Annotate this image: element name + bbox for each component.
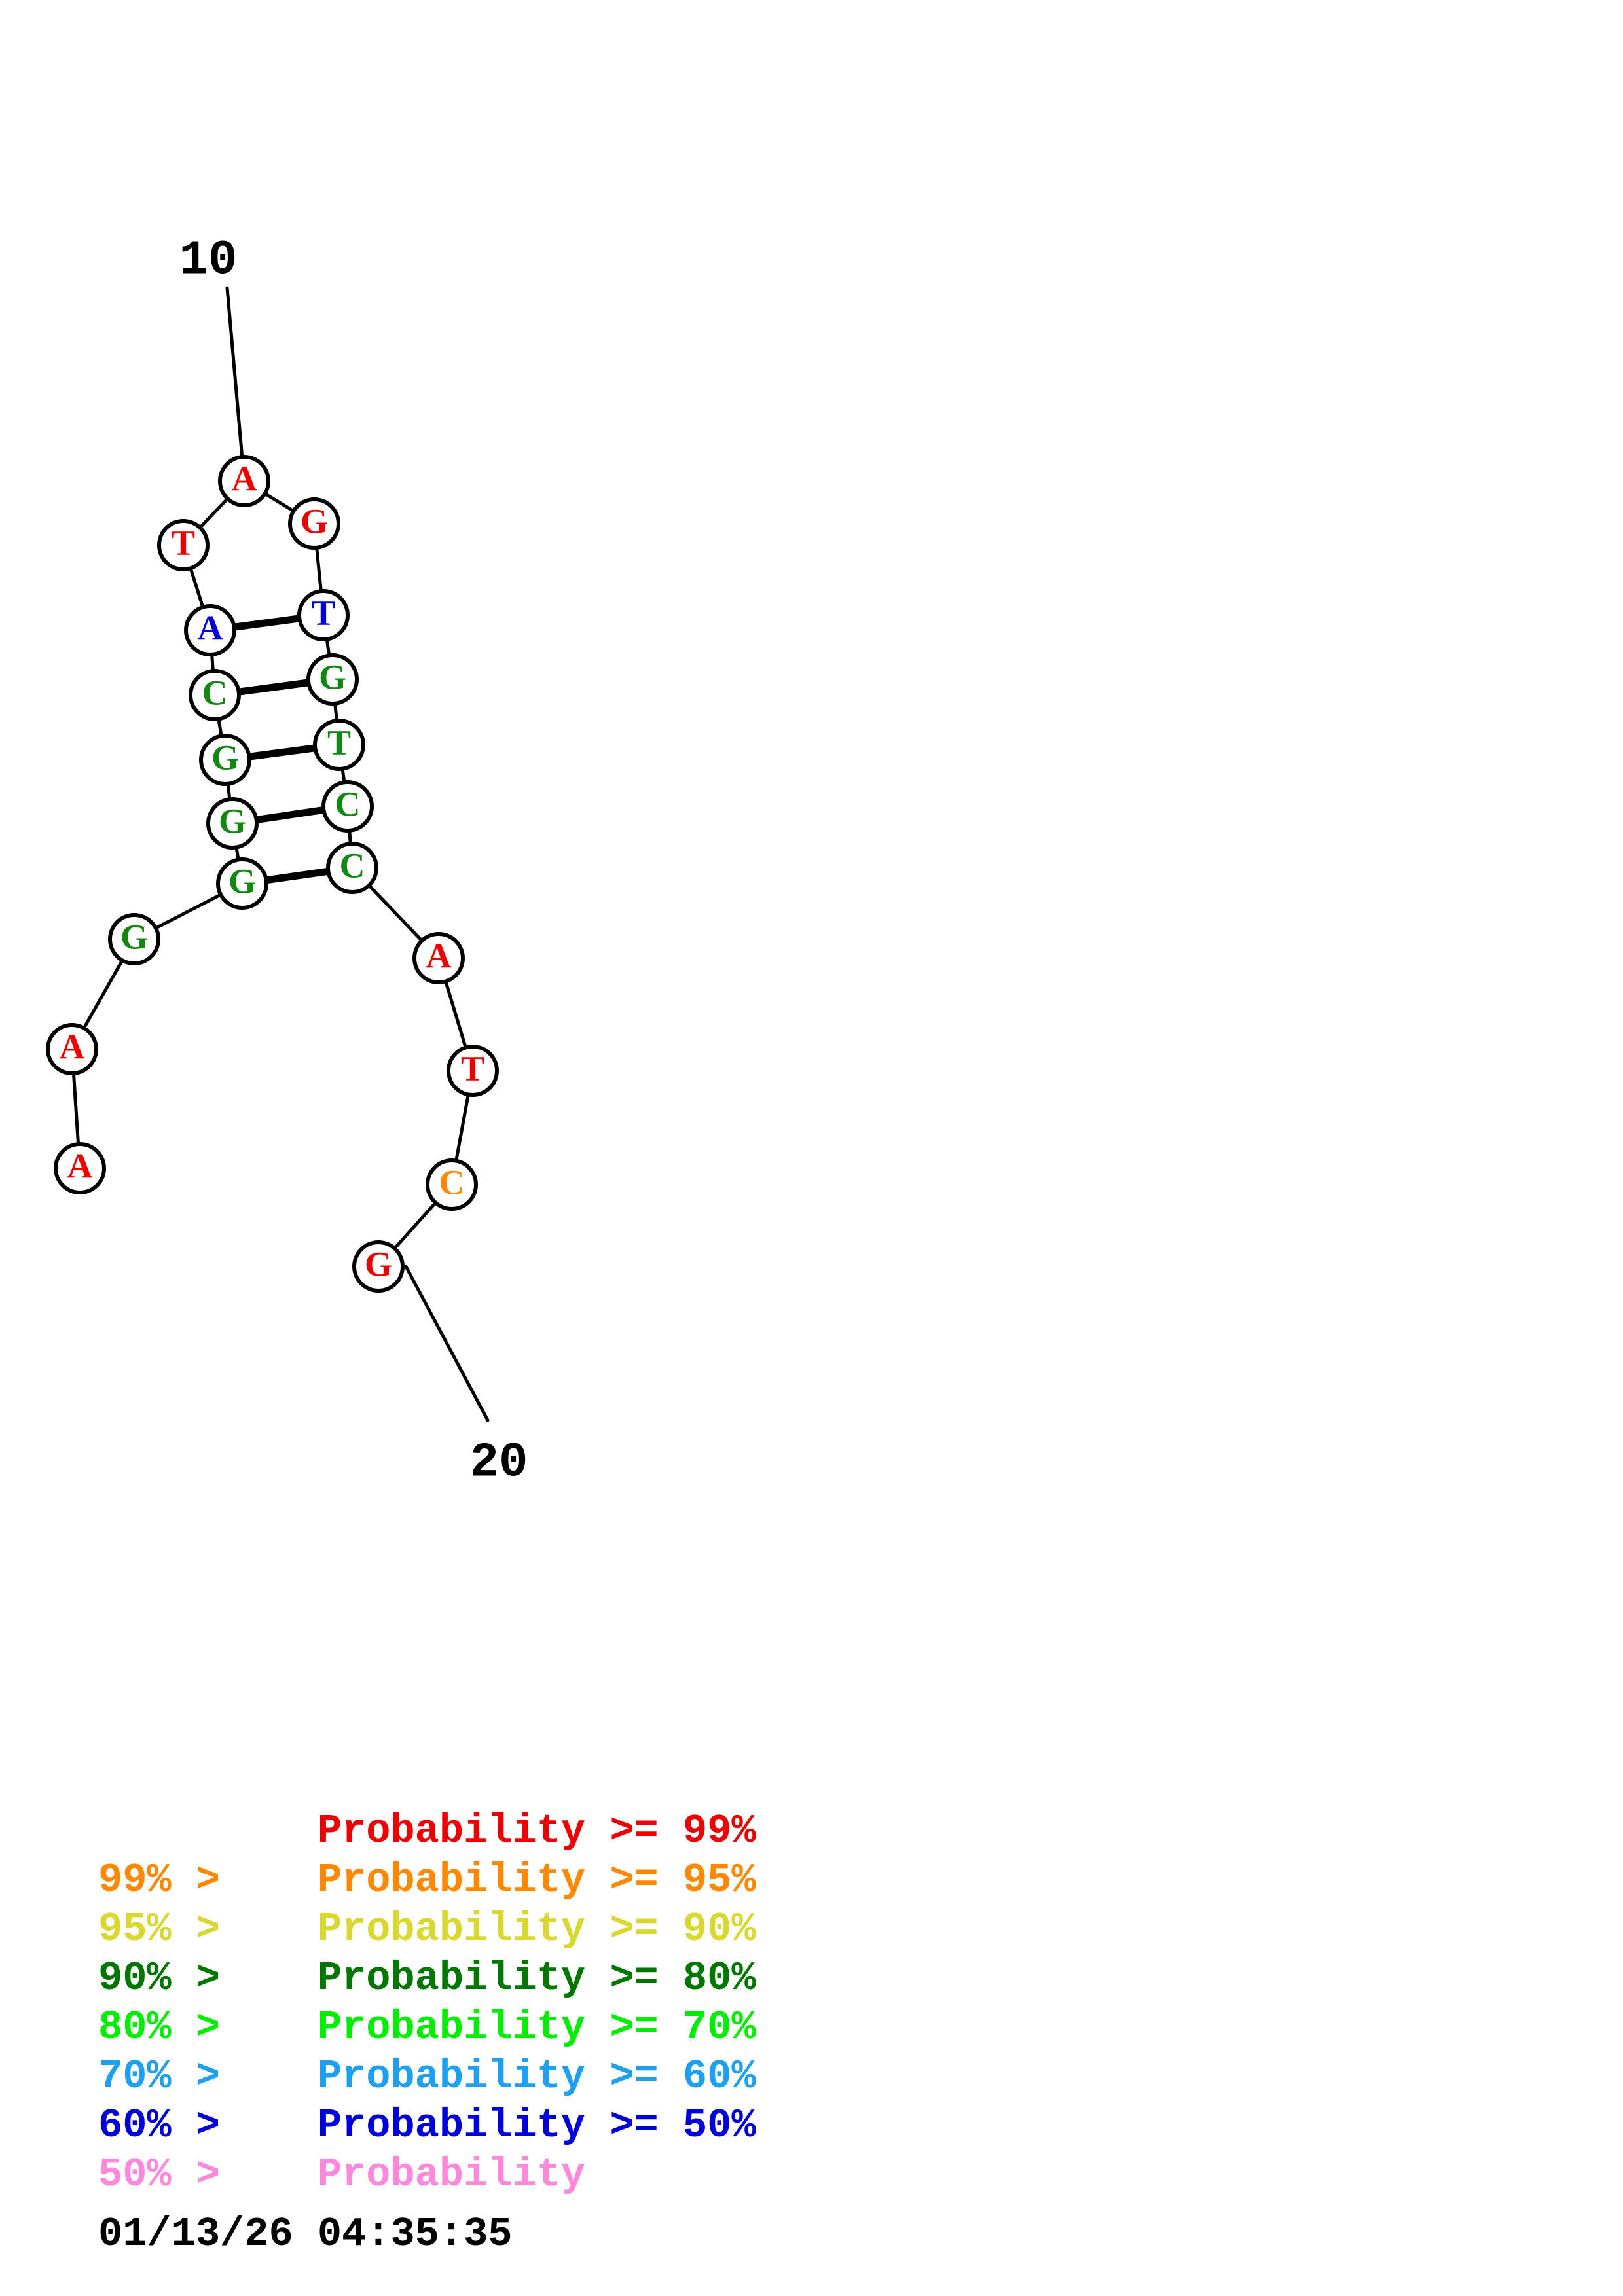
- base-circle: [426, 1158, 478, 1211]
- base-node-c[interactable]: C: [321, 780, 374, 833]
- base-letter: T: [172, 523, 195, 562]
- legend-range-text: Probability >= 50%: [317, 2102, 756, 2149]
- base-node-g[interactable]: G: [306, 653, 359, 706]
- base-circle: [412, 932, 465, 984]
- base-letter: A: [426, 936, 452, 975]
- base-node-t[interactable]: T: [297, 589, 350, 641]
- base-node-a[interactable]: A: [218, 455, 270, 507]
- base-letter: T: [461, 1049, 484, 1088]
- base-letter: T: [312, 593, 335, 632]
- legend-upper-bound: 80% >: [98, 2004, 245, 2051]
- base-letter: G: [219, 801, 246, 840]
- base-letter: C: [340, 846, 365, 885]
- base-node-c[interactable]: C: [189, 669, 241, 721]
- backbone-lines: [70, 479, 475, 1268]
- base-letter: A: [67, 1146, 93, 1185]
- base-circle: [352, 1240, 405, 1293]
- base-circle: [218, 455, 270, 507]
- base-circle: [54, 1142, 106, 1194]
- base-circle: [108, 913, 160, 965]
- legend-80-90: 90% > Probability >= 80%: [98, 1954, 884, 2003]
- base-letter: C: [202, 673, 228, 712]
- terminal-leader-lines: [225, 286, 490, 1422]
- base-circle: [206, 797, 259, 850]
- base-circle: [189, 669, 241, 721]
- legend-upper-bound: 70% >: [98, 2053, 245, 2100]
- base-node-c[interactable]: C: [326, 842, 378, 894]
- legend-upper-bound: 50% >: [98, 2151, 245, 2198]
- base-circle: [447, 1045, 499, 1097]
- base-node-g[interactable]: G: [206, 797, 259, 850]
- base-letter: G: [120, 917, 148, 956]
- base-node-g[interactable]: G: [352, 1240, 405, 1293]
- legend-70-80: 80% > Probability >= 70%: [98, 2003, 884, 2052]
- legend-upper-bound: 95% >: [98, 1906, 245, 1952]
- base-circle: [326, 842, 378, 894]
- base-node-t[interactable]: T: [447, 1045, 499, 1097]
- base-node-t[interactable]: T: [313, 719, 365, 771]
- base-letter: C: [335, 784, 361, 823]
- legend-95-99: 99% > Probability >= 95%: [98, 1856, 884, 1905]
- legend-50-60: 60% > Probability >= 50%: [98, 2101, 884, 2150]
- base-letter: C: [439, 1162, 465, 1202]
- base-circle: [313, 719, 365, 771]
- base-circle: [306, 653, 359, 706]
- base-circle: [321, 780, 374, 833]
- base-node-t[interactable]: T: [157, 519, 210, 571]
- timestamp-label: 01/13/26 04:35:35: [98, 2211, 513, 2257]
- legend-range-text: Probability >= 60%: [317, 2053, 756, 2100]
- legend-upper-bound: 60% >: [98, 2102, 245, 2149]
- base-node-g[interactable]: G: [199, 734, 251, 786]
- legend-upper-bound: 90% >: [98, 1955, 245, 2001]
- base-circle: [46, 1023, 98, 1075]
- legend-lt-50: 50% > Probability: [98, 2150, 884, 2199]
- legend-ge-99: Probability >= 99%: [98, 1806, 884, 1856]
- legend-range-text: Probability >= 95%: [317, 1857, 756, 1903]
- leader-3prime: [404, 1265, 490, 1422]
- base-circle: [297, 589, 350, 641]
- position-labels: 10 20: [179, 234, 528, 1491]
- base-circle: [216, 857, 268, 910]
- base-node-g[interactable]: G: [108, 913, 160, 965]
- legend-upper-bound: 99% >: [98, 1857, 245, 1903]
- legend-range-text: Probability: [317, 2151, 586, 2198]
- base-node-a[interactable]: A: [54, 1142, 106, 1194]
- base-letter: A: [232, 459, 257, 498]
- base-circle: [157, 519, 210, 571]
- base-circle: [199, 734, 251, 786]
- legend-range-text: Probability >= 80%: [317, 1955, 756, 2001]
- legend-range-text: Probability >= 90%: [317, 1906, 756, 1952]
- base-letter: G: [301, 501, 328, 541]
- base-circle: [288, 497, 340, 550]
- base-node-g[interactable]: G: [288, 497, 340, 550]
- base-letter: T: [327, 723, 351, 762]
- base-letter: A: [198, 608, 223, 647]
- position-label-10: 10: [179, 234, 238, 289]
- base-letter: A: [60, 1027, 85, 1066]
- base-circle: [184, 604, 236, 656]
- position-label-20: 20: [470, 1436, 528, 1491]
- base-node-c[interactable]: C: [426, 1158, 478, 1211]
- legend-range-text: Probability >= 99%: [317, 1808, 756, 1854]
- legend-range-text: Probability >= 70%: [317, 2004, 756, 2051]
- base-node-g[interactable]: G: [216, 857, 268, 910]
- base-letter: G: [211, 738, 239, 777]
- base-node-a[interactable]: A: [184, 604, 236, 656]
- base-letter: G: [365, 1244, 392, 1283]
- legend-90-95: 95% > Probability >= 90%: [98, 1905, 884, 1954]
- base-letter: G: [228, 861, 256, 901]
- base-node-a[interactable]: A: [412, 932, 465, 984]
- legend-60-70: 70% > Probability >= 60%: [98, 2052, 884, 2101]
- probability-legend: Probability >= 99% 99% > Probability >= 9…: [98, 1806, 884, 2199]
- leader-5prime: [225, 286, 246, 483]
- base-letter: G: [319, 657, 346, 696]
- base-node-a[interactable]: A: [46, 1023, 98, 1075]
